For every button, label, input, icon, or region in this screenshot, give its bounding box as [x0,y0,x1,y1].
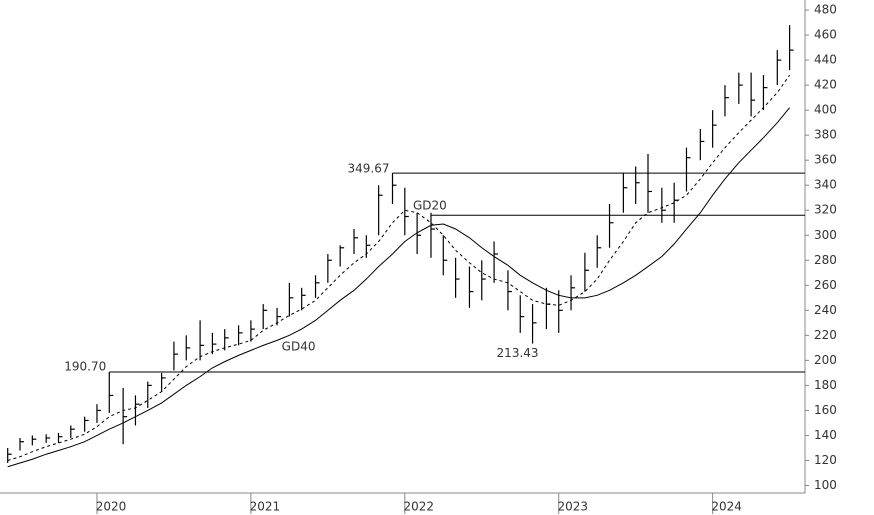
y-tick-label: 100 [814,478,837,492]
y-tick-label: 120 [814,453,837,467]
y-tick-label: 480 [814,3,837,17]
y-tick-label: 220 [814,328,837,342]
line-label: GD40 [282,340,316,354]
y-tick-label: 420 [814,78,837,92]
y-tick-label: 140 [814,428,837,442]
x-tick-label: 2020 [96,500,127,514]
x-tick-label: 2023 [557,500,588,514]
x-tick-label: 2022 [404,500,435,514]
moving-average [7,74,791,461]
y-tick-label: 160 [814,403,837,417]
y-tick-label: 460 [814,28,837,42]
level-label: 190.70 [64,360,106,374]
y-tick-label: 260 [814,278,837,292]
y-tick-label: 180 [814,378,837,392]
line-label: GD20 [413,198,447,212]
y-tick-label: 380 [814,128,837,142]
y-tick-label: 400 [814,103,837,117]
low-label: 213.43 [497,346,539,360]
y-tick-label: 200 [814,353,837,367]
y-tick-label: 360 [814,153,837,167]
y-tick-label: 440 [814,53,837,67]
high-label: 349.67 [347,162,389,176]
y-tick-label: 300 [814,228,837,242]
x-tick-label: 2021 [250,500,281,514]
y-tick-label: 280 [814,253,837,267]
y-tick-label: 240 [814,303,837,317]
y-tick-label: 320 [814,203,837,217]
y-tick-label: 340 [814,178,837,192]
x-tick-label: 2024 [711,500,742,514]
moving-average [7,107,790,468]
